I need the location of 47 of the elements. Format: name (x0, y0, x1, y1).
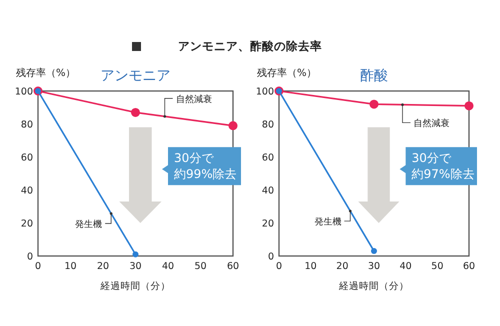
point (132, 251, 138, 258)
y-tick-label: 60 (20, 152, 33, 164)
y-tick-label: 0 (26, 252, 33, 262)
x-tick-label: 0 (276, 261, 282, 272)
series-label: 発生機 (75, 219, 102, 230)
series-label: 自然減衰 (176, 94, 212, 105)
x-tick-label: 40 (400, 261, 412, 272)
y-tick-label: 100 (256, 86, 274, 98)
y-tick-label: 40 (20, 186, 33, 196)
x-tick-label: 0 (34, 261, 42, 272)
annotation: 30分で (174, 151, 214, 166)
y-tick-label: 60 (262, 152, 274, 164)
annotation: 約99%除去 (174, 167, 237, 182)
point (228, 121, 238, 130)
y-tick-label: 80 (262, 120, 274, 130)
chart-title: アンモニア、酢酸の除去率 (178, 39, 322, 53)
point (370, 100, 378, 109)
y-axis-title: 残存率（%） (16, 67, 76, 79)
x-tick-label: 10 (64, 261, 77, 272)
x-tick-label: 30 (368, 261, 380, 272)
annotation: 30分で (412, 151, 452, 166)
x-axis-title: 経過時間（分） (100, 280, 170, 292)
y-tick-label: 20 (262, 218, 274, 230)
y-tick-label: 0 (268, 252, 274, 262)
x-tick-label: 60 (226, 261, 240, 272)
x-axis-title: 経過時間（分） (338, 280, 409, 292)
y-tick-label: 40 (262, 186, 274, 196)
series-label: 発生機 (314, 216, 342, 228)
y-tick-label: 20 (20, 218, 33, 230)
point (131, 108, 140, 117)
x-tick-label: 40 (162, 261, 174, 272)
chart-subtitle: アンモニア (100, 68, 170, 84)
x-tick-label: 30 (129, 261, 142, 272)
x-tick-label: 20 (336, 261, 348, 272)
y-tick-label: 80 (20, 120, 33, 130)
point (371, 248, 377, 254)
series-label: 自然減衰 (414, 118, 450, 130)
y-tick-label: 100 (14, 86, 33, 98)
x-tick-label: 10 (304, 261, 317, 272)
y-axis-title: 残存率（%） (257, 67, 317, 79)
x-tick-label: 50 (194, 261, 207, 272)
x-tick-label: 50 (431, 261, 444, 272)
x-tick-label: 60 (462, 261, 476, 272)
annotation: 約97%除去 (412, 167, 474, 182)
chart-subtitle: 酢酸 (360, 68, 388, 84)
point (464, 101, 474, 110)
x-tick-label: 20 (96, 261, 110, 272)
